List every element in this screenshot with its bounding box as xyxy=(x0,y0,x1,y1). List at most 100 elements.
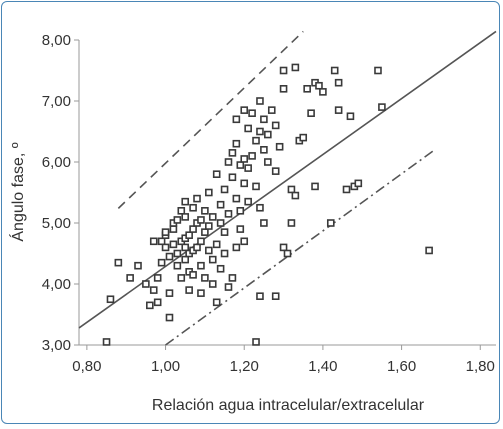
data-point xyxy=(354,179,363,188)
data-point xyxy=(291,191,300,200)
data-point xyxy=(260,146,268,154)
data-point xyxy=(291,63,300,72)
data-point xyxy=(161,228,170,236)
data-point xyxy=(260,219,268,227)
data-point xyxy=(201,228,209,236)
data-point xyxy=(319,88,327,96)
data-point xyxy=(334,78,343,87)
data-point xyxy=(212,170,221,178)
data-point xyxy=(189,271,197,279)
data-point xyxy=(342,185,351,194)
data-point xyxy=(181,243,190,252)
data-point xyxy=(216,264,225,273)
data-point xyxy=(220,185,229,194)
data-point xyxy=(205,222,213,230)
data-point xyxy=(232,194,241,203)
dashdot-fit-line xyxy=(165,150,434,346)
data-point xyxy=(197,261,205,270)
x-axis-title: Relación agua intracelular/extracelular xyxy=(152,397,425,414)
data-point xyxy=(169,240,178,249)
data-point xyxy=(193,243,201,252)
data-point xyxy=(149,237,158,246)
data-point xyxy=(232,243,241,252)
data-point xyxy=(236,161,245,169)
data-point xyxy=(271,292,280,301)
data-point xyxy=(264,158,272,166)
x-tick-label: 0,80 xyxy=(72,358,101,375)
data-point xyxy=(252,338,260,346)
data-point xyxy=(181,213,190,221)
data-point xyxy=(173,216,182,224)
x-tick-label: 1,40 xyxy=(308,358,337,375)
y-tick-label: 3,00 xyxy=(42,337,71,354)
data-point xyxy=(201,274,209,282)
y-tick-label: 6,00 xyxy=(42,154,71,171)
data-point xyxy=(240,106,249,114)
data-point xyxy=(228,149,237,157)
data-point xyxy=(252,136,260,145)
data-point xyxy=(205,246,213,255)
data-point xyxy=(224,283,233,291)
data-point xyxy=(197,216,205,224)
data-point xyxy=(425,246,433,255)
data-point xyxy=(161,243,170,252)
regression-lines xyxy=(78,30,497,346)
data-point xyxy=(232,115,241,124)
data-point xyxy=(102,338,111,346)
data-points xyxy=(102,63,433,346)
data-point xyxy=(283,249,292,258)
data-point xyxy=(315,81,323,90)
data-point xyxy=(134,261,142,270)
y-tick-label: 4,00 xyxy=(42,276,71,293)
data-point xyxy=(252,182,260,191)
data-point xyxy=(149,286,158,294)
data-point xyxy=(378,103,386,111)
data-point xyxy=(256,97,264,105)
data-point xyxy=(334,106,343,114)
data-point xyxy=(193,194,201,203)
data-point xyxy=(181,197,190,206)
data-point xyxy=(142,280,150,288)
data-point xyxy=(256,127,264,136)
y-ticks: 8,00 7,00 6,00 5,00 4,00 3,00 xyxy=(42,32,79,354)
data-point xyxy=(114,258,123,267)
data-point xyxy=(169,225,178,233)
data-point xyxy=(173,261,182,270)
data-point xyxy=(197,237,205,246)
data-point xyxy=(220,249,229,258)
data-point xyxy=(279,243,288,252)
data-point xyxy=(157,237,166,246)
data-point xyxy=(224,210,233,218)
data-point xyxy=(197,289,205,297)
data-point xyxy=(181,255,190,264)
data-point xyxy=(248,109,256,117)
data-point xyxy=(307,109,315,117)
data-point xyxy=(216,200,225,209)
data-point xyxy=(208,255,217,264)
data-point xyxy=(244,164,252,172)
data-point xyxy=(106,295,115,304)
data-point xyxy=(240,237,249,246)
data-point xyxy=(236,225,245,233)
solid-fit-line xyxy=(78,30,497,329)
y-tick-label: 7,00 xyxy=(42,93,71,110)
data-point xyxy=(185,286,193,294)
data-point xyxy=(146,301,154,310)
data-point xyxy=(228,173,237,182)
data-point xyxy=(189,203,197,212)
data-point xyxy=(279,66,288,75)
data-point xyxy=(244,197,252,206)
data-point xyxy=(346,112,355,121)
data-point xyxy=(264,130,272,139)
data-point xyxy=(189,225,197,233)
y-tick-label: 8,00 xyxy=(42,32,71,49)
x-ticks: 0,80 1,00 1,20 1,40 1,60 1,80 xyxy=(72,345,495,375)
x-tick-label: 1,60 xyxy=(387,358,416,375)
data-point xyxy=(201,207,209,215)
data-point xyxy=(126,274,134,282)
data-point xyxy=(208,213,217,221)
data-point xyxy=(299,133,308,142)
data-point xyxy=(256,292,264,301)
data-point xyxy=(374,66,382,75)
data-point xyxy=(157,258,166,267)
